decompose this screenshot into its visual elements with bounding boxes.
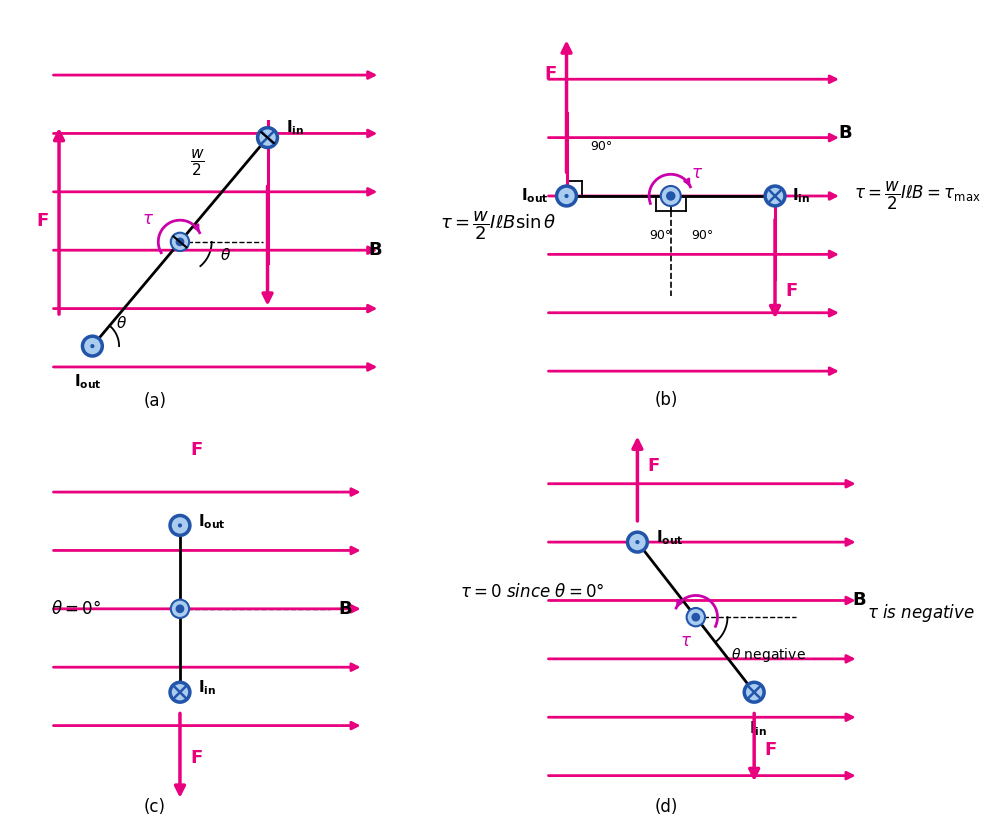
Text: $\mathbf{B}$: $\mathbf{B}$ [368, 241, 382, 259]
Circle shape [171, 600, 189, 618]
Text: $\tau$: $\tau$ [680, 632, 692, 651]
Circle shape [176, 605, 184, 612]
Circle shape [692, 614, 699, 620]
Text: $\mathbf{F}$: $\mathbf{F}$ [190, 440, 203, 459]
Circle shape [81, 334, 104, 358]
Text: $\mathbf{I}_{\mathbf{in}}$: $\mathbf{I}_{\mathbf{in}}$ [198, 679, 217, 697]
Text: (b): (b) [655, 390, 678, 409]
Text: $\tau = \dfrac{w}{2}I\ell B = \tau_{\max}$: $\tau = \dfrac{w}{2}I\ell B = \tau_{\max… [854, 180, 981, 212]
Circle shape [687, 608, 705, 626]
Text: $\tau$: $\tau$ [691, 163, 703, 182]
Text: $\tau$ is negative: $\tau$ is negative [867, 602, 975, 624]
Circle shape [178, 523, 182, 528]
Text: $\mathbf{I}_{\mathbf{out}}$: $\mathbf{I}_{\mathbf{out}}$ [656, 529, 683, 547]
Circle shape [558, 188, 575, 204]
Circle shape [742, 681, 766, 704]
Text: $\mathbf{I}_{\mathbf{in}}$: $\mathbf{I}_{\mathbf{in}}$ [749, 719, 767, 737]
Circle shape [172, 517, 188, 534]
Circle shape [171, 233, 189, 251]
Text: $\mathbf{F}$: $\mathbf{F}$ [190, 749, 203, 767]
Text: $\tau = 0$ since $\theta = 0°$: $\tau = 0$ since $\theta = 0°$ [460, 583, 605, 601]
Circle shape [172, 684, 188, 701]
Text: $\theta$ negative: $\theta$ negative [731, 646, 806, 665]
Circle shape [626, 530, 649, 554]
Text: $\theta$: $\theta$ [116, 314, 127, 331]
Text: $\tau$: $\tau$ [142, 209, 154, 228]
Text: $\dfrac{w}{2}$: $\dfrac{w}{2}$ [190, 148, 204, 178]
Text: $\mathbf{I}_{\mathbf{in}}$: $\mathbf{I}_{\mathbf{in}}$ [792, 187, 810, 205]
Text: $\theta = 0°$: $\theta = 0°$ [51, 600, 101, 618]
Circle shape [168, 514, 192, 537]
Text: $\tau = \dfrac{w}{2}I\ell B\sin\theta$: $\tau = \dfrac{w}{2}I\ell B\sin\theta$ [440, 208, 556, 242]
Circle shape [555, 184, 578, 208]
Text: 90°: 90° [691, 229, 714, 243]
Text: $\mathbf{B}$: $\mathbf{B}$ [338, 600, 353, 618]
Text: $\mathbf{F}$: $\mathbf{F}$ [544, 65, 557, 83]
Text: (c): (c) [144, 797, 166, 816]
Circle shape [259, 129, 276, 146]
Circle shape [667, 192, 675, 200]
Circle shape [168, 681, 192, 704]
Circle shape [629, 534, 646, 550]
Text: $\mathbf{F}$: $\mathbf{F}$ [647, 457, 660, 475]
Circle shape [176, 239, 184, 245]
Circle shape [635, 540, 640, 545]
Text: $\mathbf{I}_{\mathbf{out}}$: $\mathbf{I}_{\mathbf{out}}$ [74, 373, 102, 391]
Circle shape [90, 344, 94, 349]
Circle shape [84, 338, 101, 354]
Text: $\mathbf{B}$: $\mathbf{B}$ [838, 123, 852, 142]
Text: (a): (a) [143, 392, 166, 410]
Text: $\mathbf{I}_{\mathbf{in}}$: $\mathbf{I}_{\mathbf{in}}$ [286, 118, 304, 137]
Text: $\mathbf{I}_{\mathbf{out}}$: $\mathbf{I}_{\mathbf{out}}$ [198, 512, 226, 530]
Circle shape [564, 193, 569, 198]
Text: $\mathbf{B}$: $\mathbf{B}$ [852, 591, 866, 610]
Circle shape [763, 184, 787, 208]
Text: $\theta$: $\theta$ [220, 247, 231, 264]
Circle shape [661, 186, 681, 206]
Circle shape [746, 684, 762, 701]
Text: $\mathbf{I}_{\mathbf{out}}$: $\mathbf{I}_{\mathbf{out}}$ [521, 187, 548, 205]
Circle shape [256, 126, 279, 149]
Text: 90°: 90° [590, 140, 612, 153]
Circle shape [767, 188, 783, 204]
Text: $\mathbf{F}$: $\mathbf{F}$ [785, 282, 798, 300]
Text: 90°: 90° [650, 229, 672, 243]
Text: $\mathbf{F}$: $\mathbf{F}$ [764, 741, 777, 759]
Text: (d): (d) [655, 797, 678, 816]
Text: $\mathbf{F}$: $\mathbf{F}$ [36, 212, 49, 230]
